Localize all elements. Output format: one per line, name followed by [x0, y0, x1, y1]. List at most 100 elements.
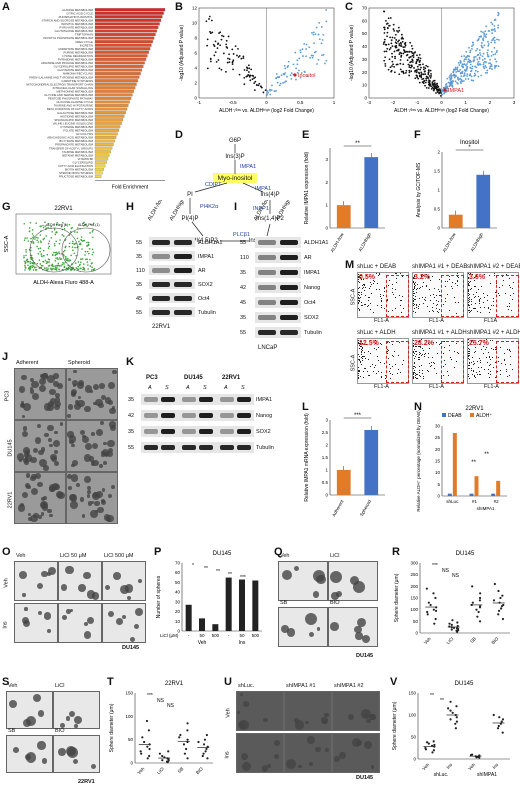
micrograph [102, 561, 146, 601]
volcano-point [459, 60, 462, 62]
y-tick-label: 0 [177, 629, 180, 634]
event-dot [42, 255, 45, 257]
sphere-blob [32, 694, 41, 703]
event-dot [360, 343, 362, 345]
event-dot [364, 357, 366, 359]
volcano-point [466, 73, 469, 76]
volcano-point [418, 74, 421, 77]
event-dot [468, 294, 470, 296]
sphere-blob [32, 392, 40, 400]
event-dot [43, 237, 46, 240]
sphere-blob [38, 450, 44, 456]
volcano-point [322, 34, 325, 36]
volcano-point [390, 42, 393, 45]
sphere-blob [96, 429, 103, 436]
volcano-point [245, 75, 248, 78]
kda-label: 45 [136, 296, 143, 302]
x-tick-label: - [188, 633, 190, 638]
event-dot [364, 352, 366, 354]
pathway-node: PI(4)P [181, 216, 198, 222]
volcano-point [393, 37, 396, 39]
sphere-blob [39, 373, 45, 379]
event-dot [413, 278, 415, 280]
event-dot [490, 305, 492, 307]
volcano-point [389, 36, 392, 39]
panel-o: O Veh LiCl 50 μM LiCl 500 μM Veh Ins DU145 [0, 545, 150, 655]
sphere-blob [47, 437, 53, 443]
x-tick-label: Adherent [331, 498, 345, 517]
event-dot [468, 283, 469, 285]
sphere-blob [366, 718, 371, 724]
sphere-blob [27, 512, 32, 517]
cell-line-label: LNCaP [258, 345, 278, 351]
event-dot [45, 269, 48, 271]
volcano-point [491, 28, 493, 31]
volcano-point [395, 46, 398, 49]
sphere-blob [22, 426, 28, 431]
event-dot [456, 281, 458, 283]
volcano-point [408, 50, 411, 53]
volcano-point [429, 69, 432, 72]
event-dot [53, 265, 55, 268]
volcano-point [402, 37, 405, 40]
volcano-point [410, 50, 413, 53]
event-dot [413, 357, 415, 359]
event-dot [360, 302, 362, 304]
event-dot [493, 304, 495, 306]
volcano-point [451, 81, 453, 84]
volcano-point [448, 76, 451, 79]
volcano-point [477, 75, 480, 78]
event-dot [468, 341, 470, 343]
event-dot [414, 281, 416, 283]
event-dot [47, 268, 50, 270]
event-dot [394, 308, 396, 310]
event-dot [418, 370, 420, 372]
event-dot [70, 231, 72, 233]
event-dot [496, 291, 498, 293]
gate-neg [29, 227, 79, 273]
kda-label: 110 [240, 255, 249, 261]
volcano-point [388, 48, 391, 51]
volcano-point [398, 29, 401, 32]
enrichment-bar [94, 128, 119, 132]
volcano-point [211, 31, 214, 34]
micrograph [284, 733, 332, 773]
volcano-point [294, 51, 297, 54]
event-dot [364, 355, 366, 357]
volcano-point [463, 60, 465, 62]
event-dot [414, 346, 416, 348]
event-dot [419, 366, 421, 368]
event-dot [432, 276, 433, 278]
volcano-point [400, 45, 403, 48]
event-dot [361, 356, 363, 358]
volcano-point [461, 63, 464, 65]
volcano-point [269, 93, 272, 96]
volcano-point [384, 43, 387, 46]
event-dot [46, 253, 49, 256]
panel-label: Q [274, 546, 283, 558]
event-dot [360, 291, 362, 293]
flow-title: shIMPA1 #2 + DEAB [467, 264, 520, 270]
volcano-point [420, 74, 423, 77]
volcano-point [222, 35, 225, 38]
event-dot [496, 276, 498, 278]
volcano-point [269, 89, 271, 92]
event-dot [469, 363, 471, 365]
event-dot [358, 308, 360, 310]
sphere-blob [77, 379, 84, 386]
data-point [499, 596, 502, 600]
y-tick-label: 200 [410, 584, 418, 589]
volcano-point [484, 65, 487, 67]
enzyme-label: CDIPT [205, 182, 222, 188]
pathway-label: FRUCTOSE METABOLISM [59, 175, 94, 179]
event-dot [486, 357, 488, 359]
event-dot [86, 250, 89, 253]
event-dot [59, 239, 61, 241]
data-point [167, 750, 170, 753]
event-dot [413, 377, 415, 379]
event-dot [360, 274, 362, 276]
event-dot [491, 357, 493, 359]
sphere-blob [90, 389, 94, 393]
event-dot [493, 349, 495, 351]
